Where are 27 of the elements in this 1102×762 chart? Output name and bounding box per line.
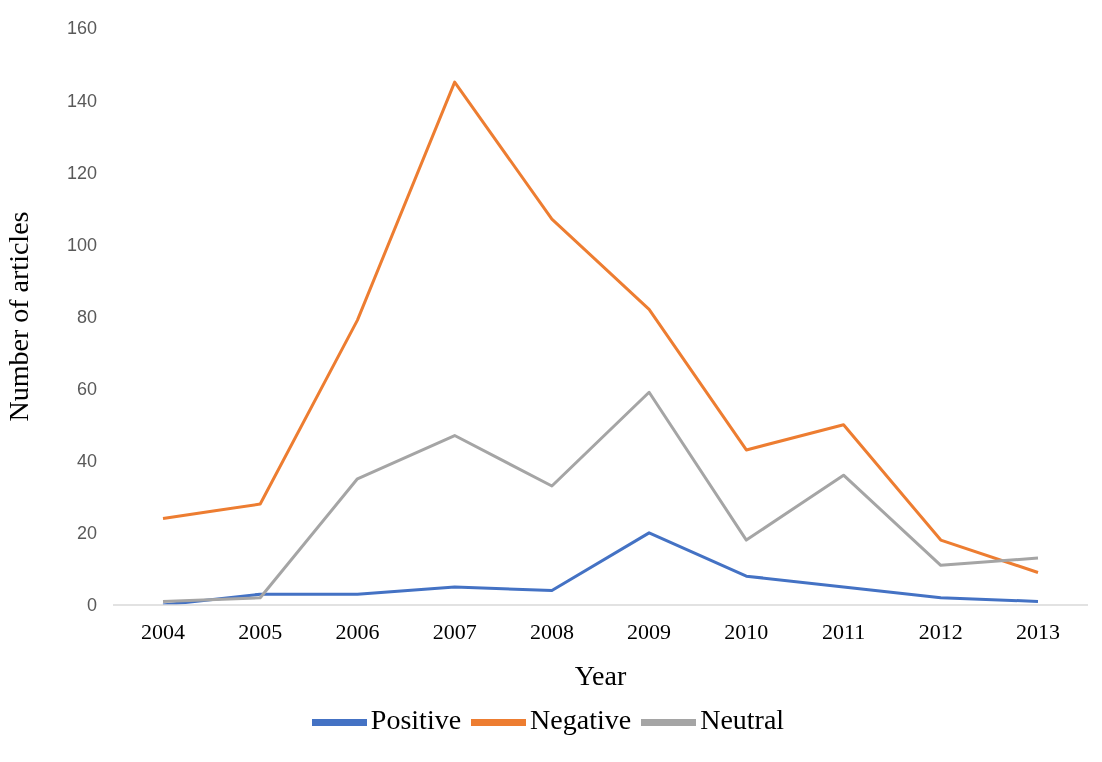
x-tick-label: 2005	[238, 618, 283, 644]
line-series	[161, 531, 1040, 605]
y-tick-label: 20	[76, 523, 97, 544]
x-tick-label: 2004	[141, 618, 185, 644]
x-tick-label: 2012	[918, 618, 963, 644]
y-tick-label: 160	[66, 18, 97, 39]
x-tick-label: 2013	[1016, 618, 1060, 644]
x-tick-label: 2008	[529, 618, 574, 644]
x-tick-label: 2006	[335, 618, 380, 644]
y-axis-title: Number of articles	[2, 211, 34, 422]
x-tick-label: 2011	[821, 618, 866, 644]
x-tick-label: 2009	[627, 618, 672, 644]
y-tick-label: 40	[76, 451, 97, 472]
y-tick-label: 100	[66, 234, 97, 255]
legend-label: Neutral	[700, 703, 785, 735]
x-tick-label: 2010	[724, 618, 769, 644]
y-tick-label: 140	[66, 90, 97, 111]
line-series	[161, 80, 1040, 575]
line-series	[161, 390, 1040, 603]
legend-label: Negative	[530, 703, 632, 735]
x-tick-label: 2007	[432, 618, 477, 644]
y-tick-label: 0	[86, 595, 97, 616]
y-tick-label: 120	[66, 162, 97, 183]
y-tick-label: 60	[76, 379, 97, 400]
y-tick-label: 80	[76, 306, 97, 327]
x-axis-title: Year	[574, 660, 627, 691]
legend-label: Positive	[370, 703, 462, 735]
